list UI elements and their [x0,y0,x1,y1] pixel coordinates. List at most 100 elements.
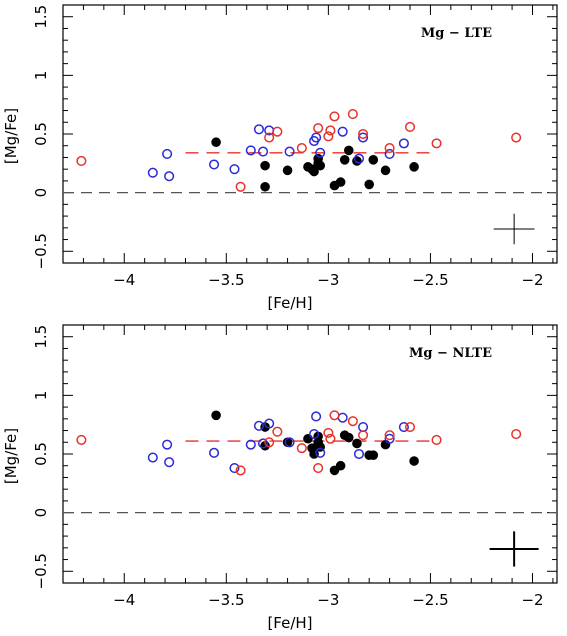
data-point-open [284,437,295,448]
data-point-open [272,426,283,437]
data-point-open [272,126,283,137]
y-tick-label: 0.5 [32,122,50,146]
data-point-filled [211,410,221,421]
data-point-filled [343,432,354,443]
data-point-filled [364,179,374,190]
data-point-open [253,124,265,135]
data-point-open [313,123,324,134]
data-point-open [296,143,307,154]
data-point-open [257,438,269,449]
panel-title: Mg − LTE [421,26,492,41]
data-point-filled [368,450,379,460]
data-point-open [404,421,416,433]
x-tick-label: −3.5 [208,591,244,609]
data-point-open [164,457,175,468]
y-tick-label: −0.5 [32,233,50,269]
data-point-filled [335,177,346,187]
data-point-open [309,429,320,440]
data-point-open [358,421,369,433]
y-tick-label: 1.5 [32,5,50,29]
y-tick-label: 1 [32,391,50,401]
data-point-open [76,434,87,445]
x-tick-label: −2.5 [412,271,448,289]
data-point-open [323,427,334,438]
data-point-open [329,111,340,122]
data-point-filled [260,181,270,192]
panel-mg-nlte: −4 −3.5 −3 −2.5 −2 −0.5 0 0.5 1 1.5 [Fe/H] [Mg/Fe] M… [2,324,558,632]
data-point-open [245,145,256,156]
data-point-filled [409,162,419,172]
data-point-open [325,433,336,444]
data-point-open [358,128,369,140]
data-point-open [209,159,220,170]
data-point-open [235,465,246,476]
data-point-open [398,421,409,433]
x-tick-label: −3.5 [208,271,244,289]
data-point-open [311,132,322,143]
data-point-open [162,439,173,450]
data-point-open [323,131,334,142]
data-point-open [311,411,322,422]
data-point-open [162,148,173,159]
plot-frame [62,4,558,264]
data-point-open [253,420,265,431]
data-point-open [431,138,442,149]
panel-title: Mg − NLTE [409,346,492,361]
data-point-open [347,416,358,427]
data-point-open [384,430,395,441]
data-point-filled [260,160,270,171]
data-point-filled [282,165,293,176]
data-point-open [358,430,369,441]
data-point-open [264,418,275,429]
data-point-open [147,167,158,178]
data-point-open [384,143,395,154]
data-point-open [235,181,246,192]
data-point-open [315,147,326,158]
data-point-open [337,126,348,137]
data-point-open [337,412,348,423]
data-point-open [384,433,395,444]
x-axis-label: [Fe/H] [267,614,312,632]
data-point-open [353,448,365,460]
data-point-filled [309,166,319,177]
data-point-filled [409,456,419,466]
data-point-open [511,132,522,143]
y-tick-label: 0 [32,508,50,518]
data-point-open [358,132,369,143]
x-tick-label: −4 [113,591,135,609]
data-point-open [325,125,336,136]
y-tick-label: 0 [32,188,50,198]
data-point-open [264,437,275,448]
data-point-filled [211,137,221,148]
data-point-open [347,109,358,120]
x-tick-label: −3 [317,591,339,609]
y-tick-label: 0.5 [32,442,50,466]
data-point-filled [368,155,379,165]
data-point-open [76,155,87,167]
data-point-open [229,463,240,474]
data-point-open [404,121,416,133]
data-point-open [329,410,340,421]
data-point-open [209,447,220,458]
data-point-open [147,452,158,463]
x-tick-label: −2 [521,271,543,289]
data-point-open [164,171,175,182]
x-tick-label: −2.5 [412,591,448,609]
y-axis-label: [Mg/Fe] [2,108,20,164]
y-tick-label: 1 [32,71,50,81]
data-point-open [229,164,240,175]
x-tick-label: −3 [317,271,339,289]
panel-mg-lte: −4 −3.5 −3 −2.5 −2 −0.5 0 0.5 1 1.5 [Fe/H] [Mg/Fe] M… [2,4,558,312]
y-axis-label: [Mg/Fe] [2,428,20,484]
x-tick-label: −2 [521,591,543,609]
data-point-open [431,434,442,445]
y-tick-label: −0.5 [32,553,50,589]
data-point-filled [339,155,350,165]
data-point-filled [315,160,326,171]
data-point-open [511,429,522,440]
data-point-filled [335,460,346,471]
data-point-open [245,439,256,450]
y-tick-label: 1.5 [32,325,50,349]
data-point-open [296,443,307,454]
